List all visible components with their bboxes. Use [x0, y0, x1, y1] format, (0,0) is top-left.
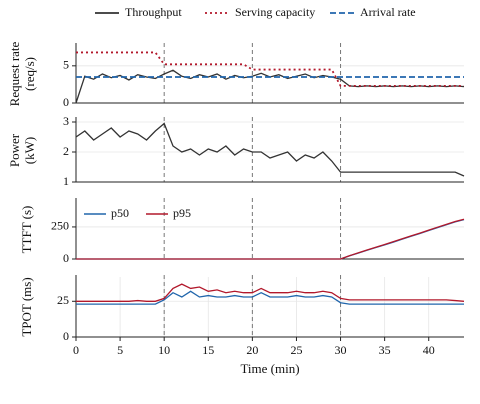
- x-tick-label: 10: [158, 343, 170, 357]
- series-line: [76, 290, 464, 305]
- x-tick-label: 20: [246, 343, 258, 357]
- x-tick-label: 30: [335, 343, 347, 357]
- y-axis-label: Power: [7, 133, 22, 167]
- series-line: [76, 218, 465, 260]
- series-line: [76, 51, 464, 87]
- y-axis-label: (kW): [22, 137, 37, 164]
- y-tick-label: 0: [63, 251, 69, 265]
- y-axis-label: Request rate: [7, 41, 22, 106]
- legend-label: p95: [173, 206, 191, 220]
- x-tick-label: 35: [379, 343, 391, 357]
- y-axis-label: (req/s): [22, 57, 37, 91]
- y-axis-label: TTFT (s): [19, 206, 34, 254]
- x-tick-label: 15: [202, 343, 214, 357]
- y-tick-label: 25: [57, 293, 69, 307]
- legend-label: p50: [111, 206, 129, 220]
- y-axis-label: TPOT (ms): [19, 277, 34, 336]
- legend-label: Serving capacity: [235, 5, 315, 19]
- y-tick-label: 0: [63, 95, 69, 109]
- y-tick-label: 3: [63, 114, 69, 128]
- y-tick-label: 5: [63, 58, 69, 72]
- x-tick-label: 0: [73, 343, 79, 357]
- x-tick-label: 5: [117, 343, 123, 357]
- y-tick-label: 0: [63, 329, 69, 343]
- x-tick-label: 40: [423, 343, 435, 357]
- series-line: [76, 283, 465, 302]
- y-tick-label: 250: [51, 219, 69, 233]
- legend-label: Arrival rate: [360, 5, 416, 19]
- y-tick-label: 1: [63, 174, 69, 188]
- x-tick-label: 25: [290, 343, 302, 357]
- y-tick-label: 2: [63, 144, 69, 158]
- x-axis-label: Time (min): [240, 361, 299, 376]
- series-line: [76, 218, 465, 260]
- series-line: [75, 122, 465, 177]
- legend-label: Throughput: [125, 5, 182, 19]
